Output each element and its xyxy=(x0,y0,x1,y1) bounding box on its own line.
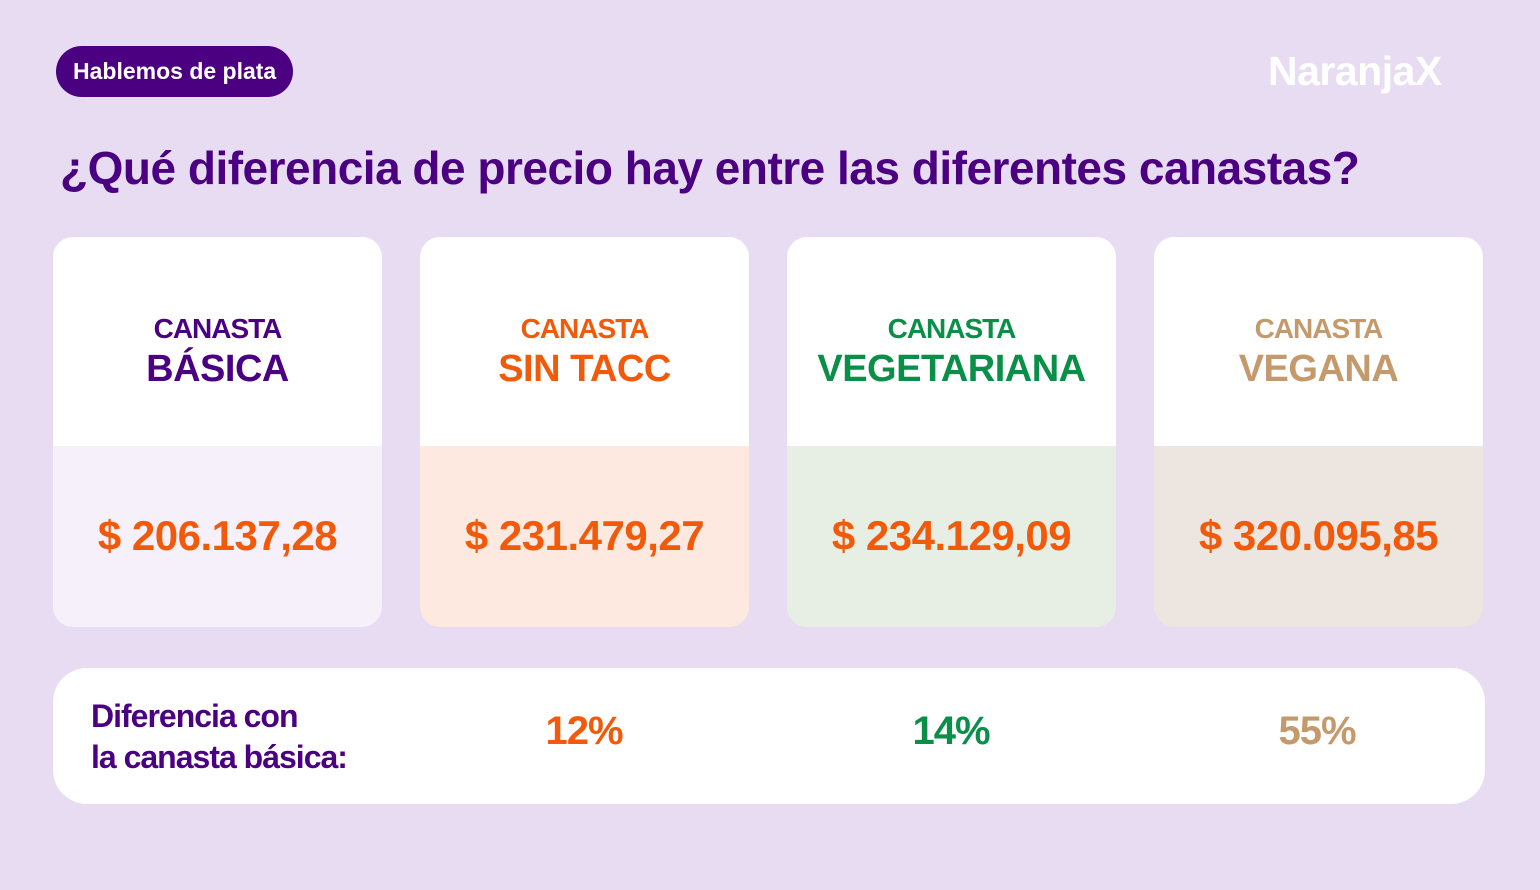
card-kicker: CANASTA xyxy=(153,312,283,344)
card-kicker: CANASTA xyxy=(887,312,1017,344)
card-price-area: $ 206.137,28 xyxy=(53,446,382,627)
difference-vegetariana: 14% xyxy=(912,709,990,753)
card-name: BÁSICA xyxy=(146,347,289,390)
card-sin-tacc: CANASTA SIN TACC $ 231.479,27 xyxy=(420,237,749,627)
card-header: CANASTA BÁSICA xyxy=(53,237,382,446)
card-basica: CANASTA BÁSICA $ 206.137,28 xyxy=(53,237,382,627)
card-vegana: CANASTA VEGANA $ 320.095,85 xyxy=(1154,237,1483,627)
difference-panel: Diferencia con la canasta básica: 12% 14… xyxy=(53,668,1485,804)
card-price: $ 320.095,85 xyxy=(1198,511,1439,559)
difference-sin-tacc: 12% xyxy=(545,709,623,753)
card-kicker: CANASTA xyxy=(520,312,650,344)
category-badge: Hablemos de plata xyxy=(56,46,294,97)
card-header: CANASTA SIN TACC xyxy=(420,237,749,446)
card-price: $ 231.479,27 xyxy=(464,511,705,559)
card-price-area: $ 234.129,09 xyxy=(787,446,1116,627)
card-price: $ 206.137,28 xyxy=(97,511,338,559)
difference-vegana: 55% xyxy=(1278,709,1356,753)
card-kicker: CANASTA xyxy=(1254,312,1384,344)
page-title: ¿Qué diferencia de precio hay entre las … xyxy=(60,142,1360,194)
card-name: SIN TACC xyxy=(498,347,671,390)
card-name: VEGANA xyxy=(1238,347,1399,390)
card-header: CANASTA VEGANA xyxy=(1154,237,1483,446)
difference-label-line2: la canasta básica: xyxy=(91,739,348,775)
card-header: CANASTA VEGETARIANA xyxy=(787,237,1116,446)
basket-cards: CANASTA BÁSICA $ 206.137,28 CANASTA SIN … xyxy=(53,237,1483,627)
card-vegetariana: CANASTA VEGETARIANA $ 234.129,09 xyxy=(787,237,1116,627)
card-name: VEGETARIANA xyxy=(817,347,1086,390)
difference-label: Diferencia con la canasta básica: xyxy=(91,696,348,778)
difference-label-line1: Diferencia con xyxy=(91,698,299,734)
naranjax-logo: NaranjaX xyxy=(1268,48,1442,94)
card-price-area: $ 231.479,27 xyxy=(420,446,749,627)
card-price: $ 234.129,09 xyxy=(831,511,1072,559)
card-price-area: $ 320.095,85 xyxy=(1154,446,1483,627)
